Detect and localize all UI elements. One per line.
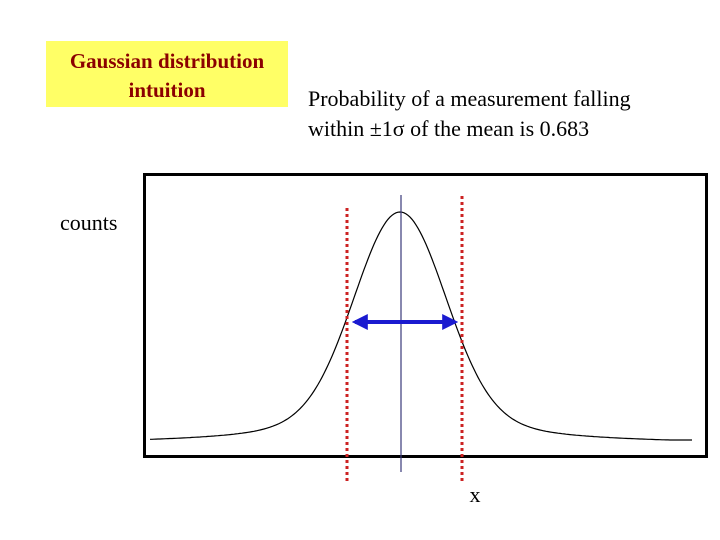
statement-line: Probability of a measurement falling bbox=[308, 86, 631, 111]
x-label: x bbox=[470, 482, 481, 507]
gaussian-curve bbox=[150, 211, 692, 441]
title-line: intuition bbox=[128, 78, 205, 102]
title-box bbox=[46, 41, 288, 107]
statement-line: within ±1σ of the mean is 0.683 bbox=[308, 116, 589, 141]
plot-frame bbox=[143, 173, 708, 458]
y-label: counts bbox=[60, 210, 117, 235]
title-line: Gaussian distribution bbox=[70, 49, 265, 73]
